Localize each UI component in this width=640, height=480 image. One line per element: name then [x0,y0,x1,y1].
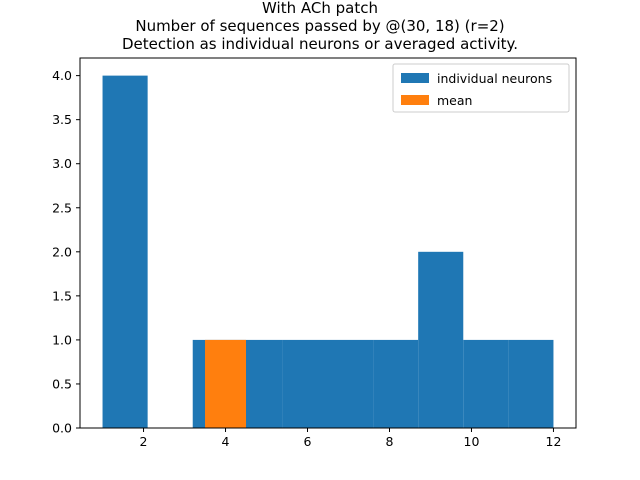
y-tick-label: 1.0 [52,332,72,347]
bar-individual-neurons-0 [102,75,148,428]
chart-title-line-1: With ACh patch [262,0,378,17]
bars-layer [102,75,554,428]
legend-swatch-mean [401,95,429,105]
x-tick-label: 2 [140,434,148,449]
plot-area-frame [79,57,577,429]
legend-label-individual-neurons: individual neurons [437,71,552,86]
legend-box [392,63,570,113]
bar-individual-neurons-4 [282,339,328,428]
legend: individual neurons mean [392,63,570,113]
bar-mean-0 [205,339,247,428]
x-tick-label: 6 [304,434,312,449]
y-tick-label: 4.0 [52,68,72,83]
x-tick-label: 12 [546,434,562,449]
y-tick-label: 0.0 [52,421,72,436]
y-axis: 0.0 0.5 1.0 1.5 2.0 2.5 3.0 3.5 4.0 [52,68,80,436]
y-tick-label: 2.0 [52,244,72,259]
y-tick-label: 2.5 [52,200,72,215]
bar-individual-neurons-6 [373,339,419,428]
y-tick-label: 1.5 [52,288,72,303]
x-axis: 2 4 6 8 10 12 [140,428,562,449]
y-tick-label: 3.0 [52,156,72,171]
chart-title-line-2: Number of sequences passed by @(30, 18) … [135,17,505,35]
x-tick-label: 10 [464,434,480,449]
bar-individual-neurons-5 [328,339,374,428]
y-tick-label: 3.5 [52,112,72,127]
y-tick-label: 0.5 [52,376,72,391]
bar-individual-neurons-7 [418,251,464,428]
chart-title-line-3: Detection as individual neurons or avera… [121,35,519,53]
bar-individual-neurons-9 [508,339,554,428]
legend-swatch-individual-neurons [401,73,429,83]
x-tick-label: 4 [222,434,230,449]
x-tick-label: 8 [386,434,394,449]
bar-individual-neurons-8 [463,339,509,428]
legend-label-mean: mean [437,93,472,108]
